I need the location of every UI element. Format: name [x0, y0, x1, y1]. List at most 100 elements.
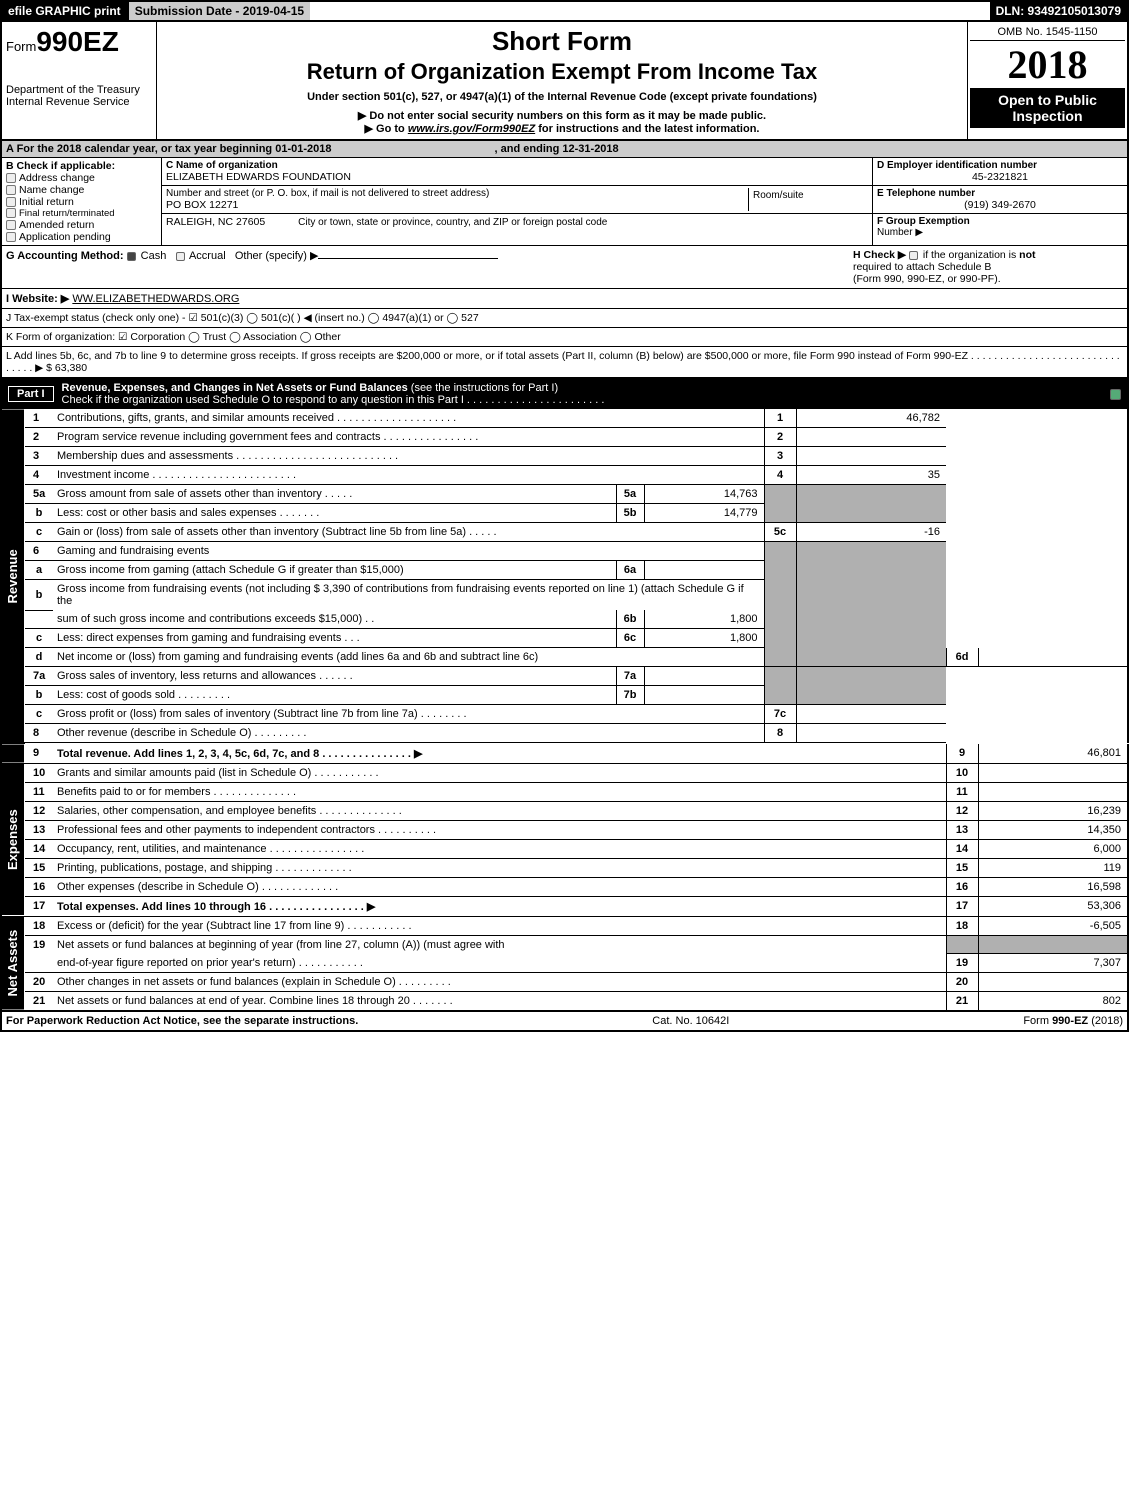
- open-line1: Open to Public: [972, 92, 1123, 108]
- l4-amt: 35: [796, 466, 946, 485]
- sideband-netassets: Net Assets: [1, 916, 25, 1011]
- l20-desc: Other changes in net assets or fund bala…: [53, 973, 946, 992]
- l19b-desc: end-of-year figure reported on prior yea…: [53, 954, 946, 973]
- l20-ln: 20: [946, 973, 978, 992]
- top-bar: efile GRAPHIC print Submission Date - 20…: [0, 0, 1129, 22]
- l6b-desc: Gross income from fundraising events (no…: [53, 580, 764, 611]
- room-suite: Room/suite: [748, 188, 868, 211]
- header-right: OMB No. 1545-1150 2018 Open to Public In…: [967, 22, 1127, 139]
- l19b-ln: 19: [946, 954, 978, 973]
- l21-ln: 21: [946, 992, 978, 1011]
- l6a-iv: [644, 561, 764, 580]
- i-label: I Website: ▶: [6, 293, 69, 305]
- l5a-desc: Gross amount from sale of assets other t…: [53, 485, 616, 504]
- check-name-change[interactable]: [6, 185, 16, 195]
- check-cash[interactable]: [127, 252, 136, 261]
- l18-desc: Excess or (deficit) for the year (Subtra…: [53, 916, 946, 935]
- l17-ln: 17: [946, 896, 978, 916]
- g-label: G Accounting Method:: [6, 250, 124, 262]
- l6d-desc: Net income or (loss) from gaming and fun…: [53, 648, 764, 667]
- l4-desc: Investment income . . . . . . . . . . . …: [53, 466, 764, 485]
- l6d-num: d: [25, 648, 53, 667]
- h-text2: required to attach Schedule B: [853, 261, 991, 273]
- l9-num: 9: [25, 744, 53, 764]
- l5b-num: b: [25, 504, 53, 523]
- note2-post: for instructions and the latest informat…: [535, 123, 759, 135]
- check-final-return[interactable]: [6, 208, 16, 218]
- l6-shade-amt: [796, 542, 946, 667]
- section-c: C Name of organization ELIZABETH EDWARDS…: [162, 158, 872, 245]
- form-header: Form990EZ Department of the Treasury Int…: [0, 22, 1129, 141]
- topbar-left: efile GRAPHIC print Submission Date - 20…: [2, 2, 310, 20]
- l16-amt: 16,598: [978, 877, 1128, 896]
- l2-desc: Program service revenue including govern…: [53, 428, 764, 447]
- l13-num: 13: [25, 820, 53, 839]
- l6-shade: [764, 542, 796, 667]
- open-to-public: Open to Public Inspection: [970, 88, 1125, 128]
- l7c-ln: 7c: [764, 705, 796, 724]
- check-schedule-b[interactable]: [909, 251, 918, 260]
- l13-desc: Professional fees and other payments to …: [53, 820, 946, 839]
- l18-num: 18: [25, 916, 53, 935]
- section-h: H Check ▶ if the organization is not req…: [853, 249, 1123, 285]
- l7c-desc: Gross profit or (loss) from sales of inv…: [53, 705, 764, 724]
- l5c-amt: -16: [796, 523, 946, 542]
- l7-shade-amt: [796, 667, 946, 705]
- l6c-in: 6c: [616, 629, 644, 648]
- l7c-num: c: [25, 705, 53, 724]
- part1-check[interactable]: [1110, 389, 1121, 400]
- footer-mid: Cat. No. 10642I: [652, 1015, 729, 1027]
- l6b2-num: [25, 610, 53, 629]
- section-j: J Tax-exempt status (check only one) - ☑…: [0, 308, 1129, 327]
- l2-num: 2: [25, 428, 53, 447]
- lines-table-2: 9 Total revenue. Add lines 1, 2, 3, 4, 5…: [0, 743, 1129, 1011]
- l20-num: 20: [25, 973, 53, 992]
- l3-amt: [796, 447, 946, 466]
- l7b-desc: Less: cost of goods sold . . . . . . . .…: [53, 686, 616, 705]
- note2-pre: ▶ Go to: [365, 123, 408, 135]
- l19-desc: Net assets or fund balances at beginning…: [53, 935, 946, 954]
- l1-amt: 46,782: [796, 409, 946, 428]
- a-mid: , and ending: [495, 143, 563, 155]
- l12-num: 12: [25, 801, 53, 820]
- website-value[interactable]: WW.ELIZABETHEDWARDS.ORG: [72, 293, 239, 305]
- check-address-change[interactable]: [6, 173, 16, 183]
- irs-link[interactable]: www.irs.gov/Form990EZ: [408, 123, 535, 135]
- org-name: ELIZABETH EDWARDS FOUNDATION: [166, 171, 868, 183]
- a-pre: A For the 2018 calendar year, or tax yea…: [6, 143, 275, 155]
- l5b-iv: 14,779: [644, 504, 764, 523]
- check-amended-return[interactable]: [6, 220, 16, 230]
- l15-desc: Printing, publications, postage, and shi…: [53, 858, 946, 877]
- l10-num: 10: [25, 763, 53, 782]
- org-address: PO BOX 12271: [166, 199, 744, 211]
- l14-num: 14: [25, 839, 53, 858]
- efile-print-button[interactable]: efile GRAPHIC print: [2, 2, 127, 20]
- part1-title: Revenue, Expenses, and Changes in Net As…: [62, 382, 408, 394]
- b-item-2: Initial return: [19, 196, 74, 208]
- l13-amt: 14,350: [978, 820, 1128, 839]
- l4-num: 4: [25, 466, 53, 485]
- l17-amt: 53,306: [978, 896, 1128, 916]
- l16-desc: Other expenses (describe in Schedule O) …: [53, 877, 946, 896]
- l10-ln: 10: [946, 763, 978, 782]
- l5a-iv: 14,763: [644, 485, 764, 504]
- sideband-expenses: Expenses: [1, 763, 25, 916]
- return-subtitle: Under section 501(c), 527, or 4947(a)(1)…: [167, 91, 957, 103]
- l9-amt: 46,801: [978, 744, 1128, 764]
- info-row: B Check if applicable: Address change Na…: [0, 158, 1129, 246]
- dln-label: DLN: 93492105013079: [990, 2, 1127, 20]
- form-number: Form990EZ: [6, 26, 152, 58]
- footer-left: For Paperwork Reduction Act Notice, see …: [6, 1015, 358, 1027]
- l19-num: 19: [25, 935, 53, 954]
- check-accrual[interactable]: [176, 252, 185, 261]
- l7b-iv: [644, 686, 764, 705]
- check-initial-return[interactable]: [6, 197, 16, 207]
- l17-num: 17: [25, 896, 53, 916]
- l11-num: 11: [25, 782, 53, 801]
- check-application-pending[interactable]: [6, 232, 16, 242]
- l7c-amt: [796, 705, 946, 724]
- org-city: RALEIGH, NC 27605: [166, 216, 265, 228]
- b-item-3: Final return/terminated: [19, 208, 115, 219]
- l4-ln: 4: [764, 466, 796, 485]
- h-text3: (Form 990, 990-EZ, or 990-PF).: [853, 273, 1001, 285]
